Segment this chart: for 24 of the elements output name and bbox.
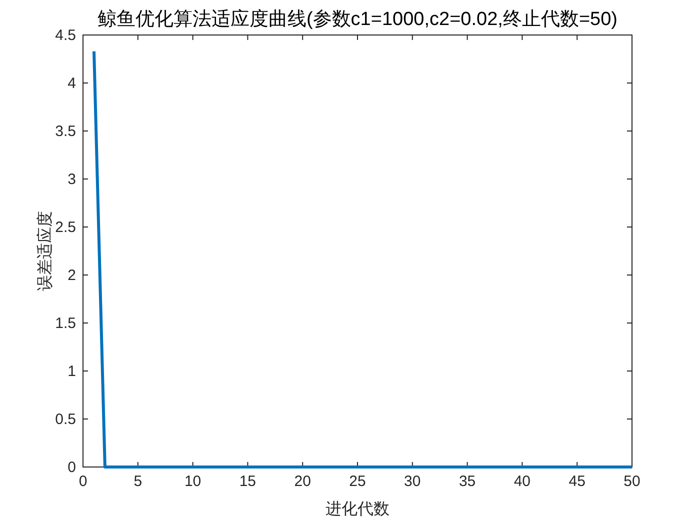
x-tick-label: 25 [349,473,366,490]
y-tick-label: 0 [68,459,76,476]
y-tick-label: 1 [68,363,76,380]
y-tick-label: 2.5 [55,219,76,236]
x-tick-label: 35 [458,473,476,490]
x-tick-label: 15 [239,473,256,490]
x-tick-label: 0 [78,473,88,490]
x-tick-label: 5 [134,473,142,490]
x-axis-title: 进化代数 [326,500,390,518]
y-tick-label: 3.5 [55,123,76,140]
x-tick-label: 30 [404,473,421,490]
y-tick-label: 2 [68,267,76,284]
y-axis-title: 误差适应度 [36,211,54,291]
y-tick-label: 4 [68,75,76,92]
y-tick-label: 1.5 [55,315,76,332]
x-tick-label: 10 [184,473,202,490]
x-tick-label: 45 [568,473,586,490]
chart-title: 鲸鱼优化算法适应度曲线(参数c1=1000,c2=0.02,终止代数=50) [97,8,618,30]
y-tick-label: 0.5 [55,411,76,428]
y-tick-label: 4.5 [55,27,76,44]
y-tick-label: 3 [68,171,76,188]
x-tick-label: 50 [624,473,640,490]
x-tick-label: 20 [294,473,311,490]
x-tick-label: 40 [514,473,531,490]
